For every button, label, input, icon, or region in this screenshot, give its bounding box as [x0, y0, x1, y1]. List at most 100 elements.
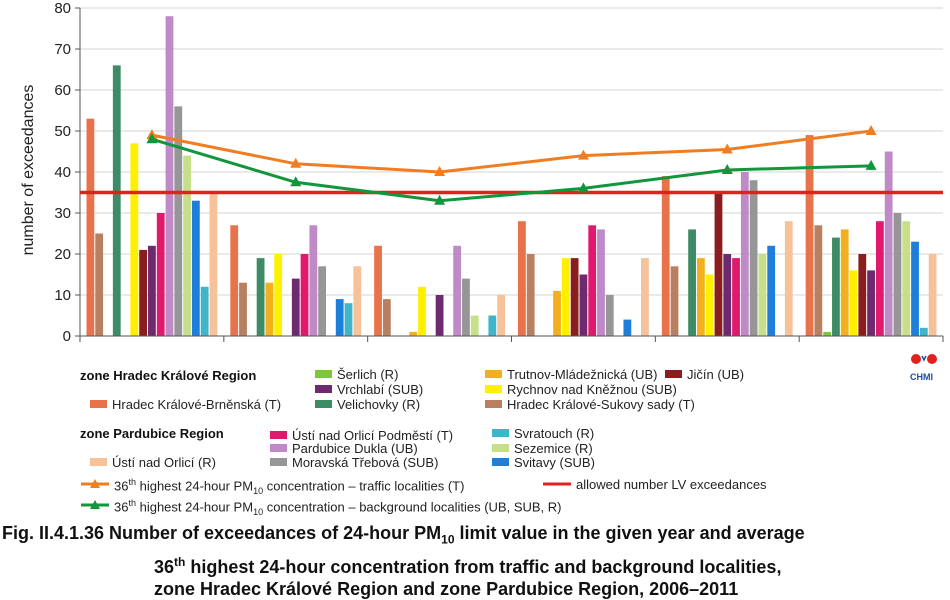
- bar: [696, 258, 705, 336]
- background-line: [151, 137, 872, 203]
- y-tick-label: 50: [54, 123, 71, 140]
- bar: [597, 229, 605, 336]
- legend-swatch: [90, 400, 107, 408]
- bar: [623, 319, 632, 336]
- line-point-marker: [434, 194, 446, 205]
- y-tick-label: 70: [54, 41, 71, 58]
- line-point-marker: [577, 149, 589, 160]
- bar: [740, 172, 749, 336]
- bar: [688, 229, 696, 336]
- bar: [714, 192, 723, 336]
- chart-lines: [80, 125, 943, 205]
- bar: [274, 254, 283, 336]
- bar: [823, 331, 832, 336]
- bar: [353, 266, 362, 336]
- y-tick-label: 30: [54, 205, 71, 222]
- chmi-logo-text: CHMI: [910, 372, 933, 382]
- line-point-marker: [721, 163, 733, 174]
- legend-item-hk-sukovy: Hradec Králové-Sukovy sady (T): [485, 397, 695, 412]
- legend-limit-line-marker: [543, 482, 571, 486]
- bar: [497, 295, 505, 336]
- bar: [749, 180, 758, 336]
- bar: [840, 229, 849, 336]
- bar: [893, 213, 902, 336]
- bar: [705, 274, 714, 336]
- y-tick-label: 10: [54, 287, 71, 304]
- chart-axes: 0 10 20 30 40 50 60 70 80 2006 2007 2008 2009 2010 201…: [54, 0, 944, 345]
- x-tick-label: 2007: [277, 343, 315, 345]
- bar: [784, 221, 793, 336]
- bar: [435, 295, 444, 336]
- bar: [553, 290, 561, 336]
- traffic-line: [151, 129, 872, 174]
- bar: [661, 176, 670, 336]
- legend-swatch: [270, 431, 287, 439]
- bar: [462, 278, 470, 336]
- legend-item-vrchlabi: Vrchlabí (SUB): [315, 382, 423, 397]
- legend-swatch: [270, 458, 287, 466]
- bar: [902, 221, 911, 336]
- chart-bars: [86, 16, 937, 337]
- bar: [409, 331, 418, 336]
- figure-caption: Fig. II.4.1.36 Number of exceedances of …: [2, 523, 805, 599]
- bar: [256, 258, 265, 336]
- bar: [805, 135, 814, 336]
- legend-swatch: [492, 458, 509, 466]
- legend-item-svitavy: Svitavy (SUB): [492, 455, 595, 470]
- legend-item-sezemice: Sezemice (R): [492, 441, 593, 456]
- bar: [318, 266, 327, 336]
- x-tick-label: 2010: [708, 343, 746, 345]
- bar: [291, 278, 300, 336]
- bar: [112, 65, 121, 337]
- y-tick-label: 80: [54, 0, 71, 17]
- bar: [570, 258, 579, 336]
- legend-traffic-line-marker: [81, 479, 109, 488]
- bar: [919, 327, 928, 336]
- legend-item-velichovky: Velichovky (R): [315, 397, 420, 412]
- bar: [867, 270, 875, 336]
- legend-item-svratouch: Svratouch (R): [492, 426, 594, 441]
- bar: [230, 225, 239, 336]
- line-point-marker: [865, 159, 877, 170]
- chmi-logo-icon: [911, 354, 937, 364]
- legend-traffic-line: 36th highest 24-hour PM10 concentration …: [114, 477, 465, 496]
- line-point-marker: [865, 125, 877, 135]
- bar: [832, 237, 840, 336]
- bar: [335, 299, 344, 336]
- bar: [300, 254, 309, 336]
- line-point-marker: [290, 176, 302, 187]
- bar: [86, 118, 95, 336]
- y-axis-label: number of exceedances: [20, 85, 37, 256]
- legend-swatch: [315, 370, 332, 378]
- line-point-marker: [721, 143, 733, 154]
- bar: [605, 295, 614, 336]
- bar: [579, 274, 588, 336]
- legend-item-serlich: Šerlich (R): [315, 367, 398, 382]
- line-point-marker: [146, 133, 158, 144]
- bar: [156, 213, 165, 336]
- bar: [488, 315, 497, 336]
- chart-grid: [80, 7, 943, 337]
- bar: [374, 245, 382, 336]
- legend-item-trutnov: Trutnov-Mládežnická (UB): [485, 367, 658, 382]
- bar: [453, 245, 462, 336]
- legend-swatch: [485, 400, 502, 408]
- legend-item-rychnov: Rychnov nad Kněžnou (SUB): [485, 382, 677, 397]
- bar: [470, 315, 479, 336]
- line-point-marker: [577, 182, 589, 193]
- bar: [265, 282, 274, 336]
- legend-item-usti-nad-orlici: Ústí nad Orlicí (R): [90, 455, 216, 470]
- bar: [418, 286, 426, 336]
- x-tick-label: 2006: [133, 343, 171, 345]
- legend-swatch: [665, 370, 682, 378]
- bar: [526, 254, 535, 336]
- x-tick-label: 2009: [565, 343, 603, 345]
- legend-swatch: [270, 444, 287, 452]
- y-tick-label: 60: [54, 82, 71, 99]
- legend-swatch: [485, 385, 502, 393]
- x-tick-label: 2011: [853, 343, 890, 345]
- bar: [928, 254, 937, 336]
- legend-item-jicin: Jičín (UB): [665, 367, 744, 382]
- x-tick-label: 2008: [421, 343, 459, 345]
- bar: [183, 155, 191, 336]
